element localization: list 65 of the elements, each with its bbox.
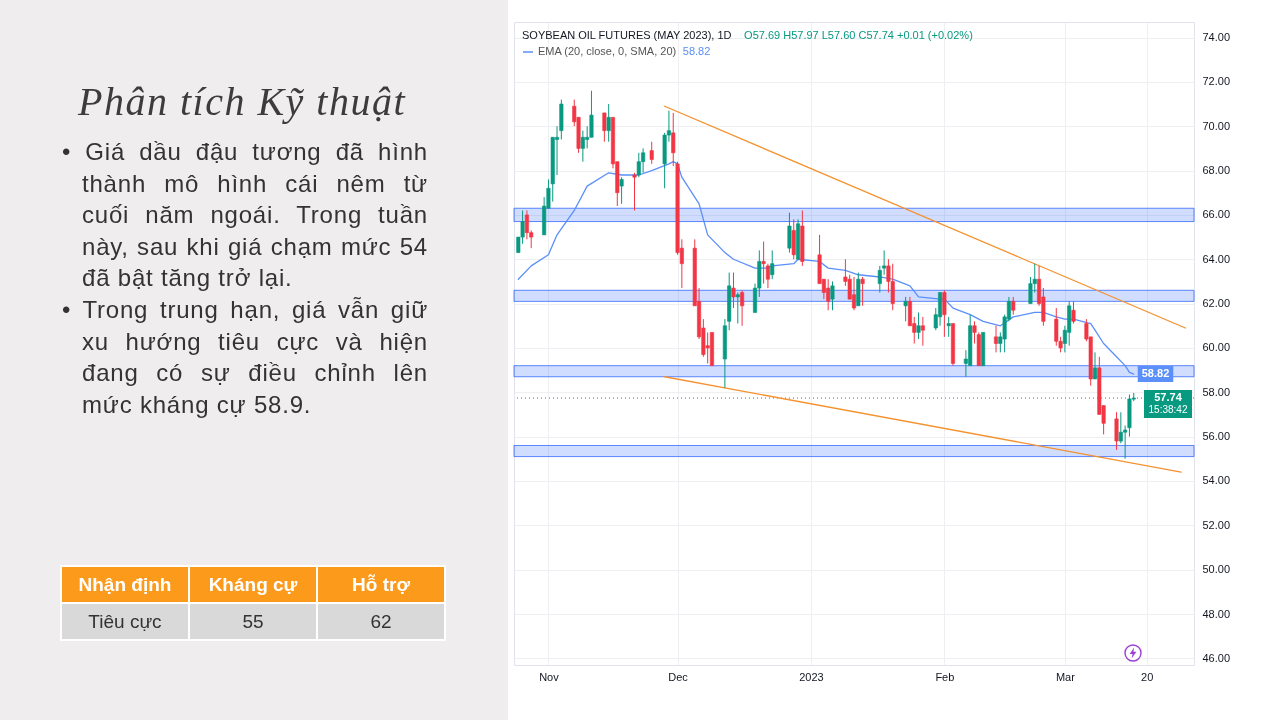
candlestick [735, 292, 740, 325]
candlestick [826, 278, 831, 311]
y-tick-label: 52.00 [1202, 518, 1231, 531]
candlestick [903, 296, 908, 322]
text: • Giá dầu đậu tương đã hình thành mô hình cái nêm từ cuối năm ngoái. Trong tuần này, sau khi giá chạm mức 54 đã bật tăng trở lại. [62, 137, 428, 294]
x-tick-label: Mar [1055, 670, 1076, 683]
candlestick [890, 263, 895, 311]
candlestick [860, 276, 865, 307]
text: • Trong trung hạn, giá vẫn giữ xu hướng tiêu cực và hiện đang có sự điều chỉnh lên mức kháng cự 58.9. [62, 294, 428, 420]
candlestick [636, 152, 641, 178]
y-tick-label: 54.00 [1202, 474, 1231, 487]
x-tick-label: Feb [935, 670, 955, 683]
y-tick-label: 50.00 [1202, 563, 1231, 576]
text: Hỗ trợ [317, 566, 445, 603]
candlestick [942, 289, 947, 338]
candlestick [649, 141, 654, 165]
y-tick-label: 66.00 [1202, 208, 1231, 221]
candlestick [705, 331, 710, 364]
text: Phân tích Kỹ thuật [78, 78, 407, 125]
ref-line-label: 57.74 [1154, 391, 1183, 404]
y-tick-label: 62.00 [1202, 297, 1231, 310]
candlestick [761, 241, 766, 285]
data-label: 58.82 [1141, 367, 1170, 380]
legend-label: EMA (20, close, 0, SMA, 20) [538, 45, 677, 57]
candlestick [946, 316, 951, 338]
candlestick [830, 280, 835, 311]
candlestick [606, 103, 611, 143]
candlestick [740, 289, 745, 327]
y-tick-label: 68.00 [1202, 164, 1231, 177]
candlestick [1071, 300, 1076, 325]
candlestick [632, 172, 637, 211]
y-tick-label: 70.00 [1202, 119, 1231, 132]
y-tick-label: 46.00 [1202, 651, 1231, 664]
candlestick [731, 272, 736, 309]
candlestick [602, 112, 607, 143]
annotation: 58.82 [682, 45, 711, 57]
candlestick [770, 249, 775, 280]
text: 55 [189, 603, 317, 640]
text: Tiêu cực [61, 603, 189, 640]
candlestick [916, 311, 921, 340]
x-tick-label: 20 [1141, 670, 1154, 683]
y-tick-label: 64.00 [1202, 252, 1231, 265]
candlestick [1093, 351, 1098, 380]
x-tick-label: Nov [539, 670, 560, 683]
line-series [517, 161, 1135, 375]
text: SOYBEAN OIL FUTURES (MAY 2023), 1D [522, 29, 732, 41]
x-tick-label: Dec [668, 670, 689, 683]
annotation: 15:38:42 [1148, 404, 1188, 416]
candlestick [619, 176, 624, 205]
x-tick-label: 2023 [799, 670, 824, 683]
text: 62 [317, 603, 445, 640]
text: O57.69 H57.97 L57.60 C57.74 +0.01 (+0.02%) [744, 29, 973, 41]
candlestick [787, 212, 792, 254]
y-tick-label: 60.00 [1202, 341, 1231, 354]
y-tick-label: 74.00 [1202, 31, 1231, 44]
y-tick-label: 58.00 [1202, 385, 1231, 398]
text: Kháng cự [189, 566, 317, 603]
y-tick-label: 48.00 [1202, 607, 1231, 620]
y-tick-label: 56.00 [1202, 430, 1231, 443]
y-tick-label: 72.00 [1202, 75, 1231, 88]
candlestick [920, 316, 925, 347]
text: Nhận định [61, 566, 189, 603]
candlestick [1114, 411, 1119, 451]
candlestick [994, 325, 999, 353]
candlestick [765, 263, 770, 289]
